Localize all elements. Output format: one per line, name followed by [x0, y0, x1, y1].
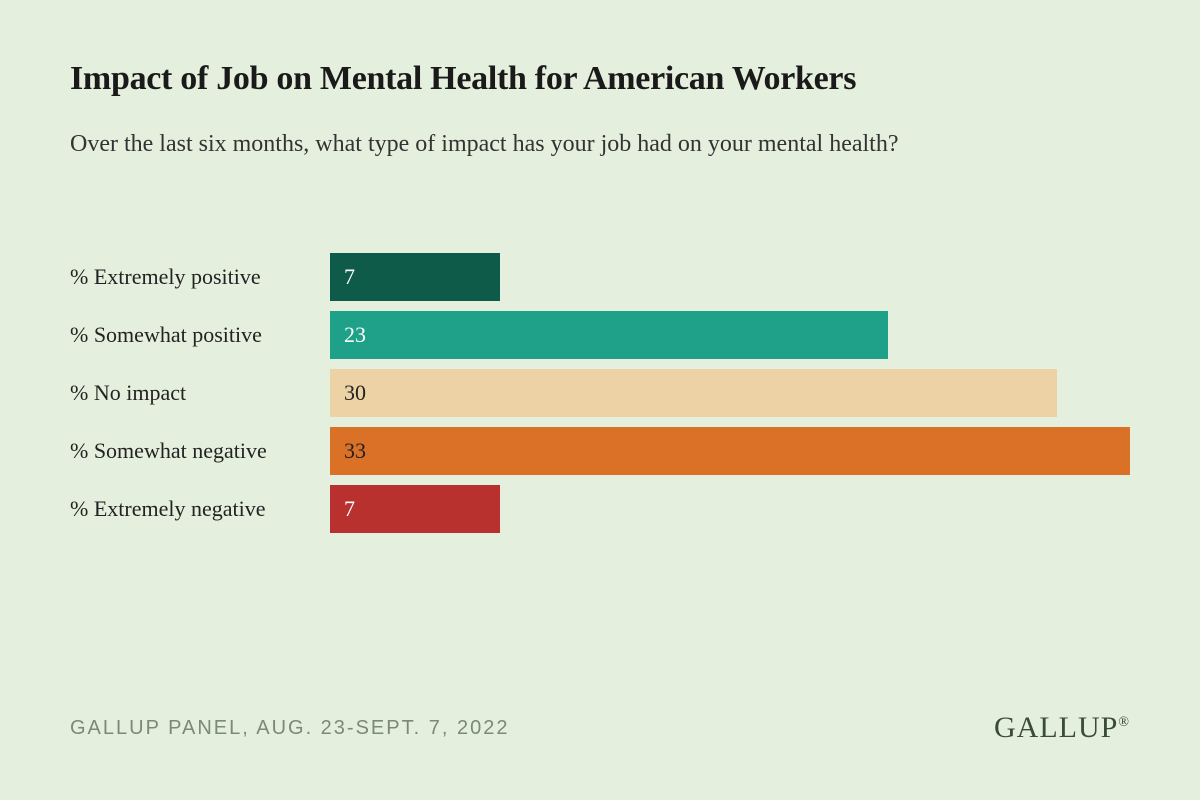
bar-track: 33 — [330, 427, 1130, 475]
chart-subtitle: Over the last six months, what type of i… — [70, 126, 1070, 163]
bar-row: % Somewhat positive 23 — [70, 311, 1130, 359]
bar: 7 — [330, 253, 500, 301]
bar-chart: % Extremely positive 7 % Somewhat positive… — [70, 253, 1130, 533]
chart-title: Impact of Job on Mental Health for Ameri… — [70, 60, 1130, 98]
logo-text: GALLUP — [994, 711, 1118, 744]
source-footer: GALLUP PANEL, AUG. 23-SEPT. 7, 2022 — [70, 717, 509, 740]
bar-label: % Extremely positive — [70, 264, 330, 290]
bar-track: 30 — [330, 369, 1130, 417]
bar-label: % Extremely negative — [70, 496, 330, 522]
bar-value: 33 — [344, 438, 366, 464]
bar-value: 23 — [344, 322, 366, 348]
bar-label: % No impact — [70, 380, 330, 406]
bar-value: 7 — [344, 264, 355, 290]
bar-row: % Extremely positive 7 — [70, 253, 1130, 301]
bar-row: % No impact 30 — [70, 369, 1130, 417]
bar-row: % Somewhat negative 33 — [70, 427, 1130, 475]
bar-value: 30 — [344, 380, 366, 406]
bar-row: % Extremely negative 7 — [70, 485, 1130, 533]
logo-registered: ® — [1118, 715, 1130, 730]
bar-label: % Somewhat positive — [70, 322, 330, 348]
gallup-logo: GALLUP® — [994, 711, 1130, 745]
bar-track: 7 — [330, 253, 1130, 301]
bar-track: 7 — [330, 485, 1130, 533]
bar-label: % Somewhat negative — [70, 438, 330, 464]
bar-track: 23 — [330, 311, 1130, 359]
bar: 30 — [330, 369, 1057, 417]
bar-value: 7 — [344, 496, 355, 522]
bar: 7 — [330, 485, 500, 533]
bar: 33 — [330, 427, 1130, 475]
bar: 23 — [330, 311, 888, 359]
